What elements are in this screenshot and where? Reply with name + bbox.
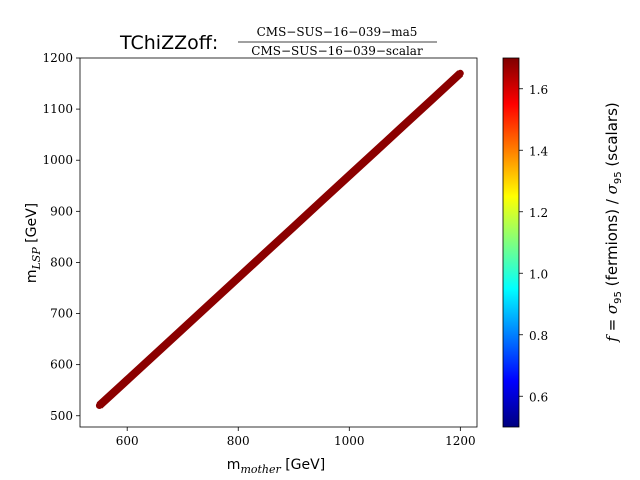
chart-title-denominator: CMS−SUS−16−039−scalar [251, 44, 423, 58]
data-point [429, 95, 437, 103]
colorbar-tick-label: 1.0 [529, 267, 548, 281]
data-point [373, 146, 381, 154]
colorbar-label-text-2: (scalars) [603, 102, 621, 166]
x-axis-ticks: 600 800 1000 1200 [116, 427, 476, 448]
plot-frame [79, 57, 478, 428]
chart-title-prefix: TChiZZoff: [119, 32, 218, 54]
colorbar-tick-label: 1.6 [529, 83, 548, 97]
colorbar-label-sub-1: 95 [613, 291, 624, 304]
data-point [95, 402, 103, 409]
colorbar-tick-label: 1.4 [529, 144, 548, 158]
data-point [401, 120, 409, 128]
colorbar-label-equals: = [603, 314, 621, 336]
colorbar-label-sigma-2: σ [603, 183, 621, 194]
colorbar-label-text-1: (fermions) [603, 209, 621, 286]
y-axis-label-suffix: [GeV] [24, 203, 40, 247]
colorbar-label: f = σ95 (fermions) / σ95 (scalars) [603, 102, 624, 343]
chart-title: TChiZZoff: CMS−SUS−16−039−ma5 CMS−SUS−16… [119, 25, 437, 58]
y-tick-label: 1000 [42, 153, 73, 167]
data-band [95, 69, 464, 409]
data-band-line [96, 70, 464, 409]
data-point [234, 274, 242, 282]
data-point [262, 248, 270, 256]
data-point [151, 350, 159, 358]
y-tick-label: 700 [50, 307, 73, 321]
y-tick-label: 1100 [42, 102, 73, 116]
colorbar-tick-label: 1.2 [529, 206, 548, 220]
colorbar-tick-label: 0.8 [529, 329, 548, 343]
x-axis-label-suffix: [GeV] [281, 457, 325, 473]
data-point [318, 197, 325, 205]
y-axis-label: mLSP [GeV] [24, 203, 43, 283]
colorbar-label-slash: / [603, 194, 621, 209]
x-axis-label-prefix: m [227, 457, 241, 473]
colorbar-label-sub-2: 95 [613, 171, 624, 184]
y-axis-ticks: 500 600 700 800 900 1000 1100 1200 [42, 51, 80, 423]
colorbar-tick-label: 0.6 [529, 390, 548, 404]
data-point [179, 325, 187, 333]
data-point [290, 223, 298, 231]
chart-title-numerator: CMS−SUS−16−039−ma5 [257, 25, 418, 39]
colorbar-ticks: 0.6 0.8 1.0 1.2 1.4 1.6 [519, 83, 548, 404]
x-tick-label: 1000 [334, 434, 365, 448]
y-tick-label: 900 [50, 204, 73, 218]
colorbar [502, 57, 520, 428]
colorbar-label-f: f [603, 334, 621, 343]
data-point [123, 376, 131, 384]
data-point [345, 172, 353, 179]
x-tick-label: 800 [227, 434, 250, 448]
colorbar-label-sigma-1: σ [603, 303, 621, 314]
y-axis-label-sub: LSP [30, 247, 43, 271]
data-point [207, 299, 214, 307]
x-tick-label: 600 [116, 434, 139, 448]
y-axis-label-prefix: m [24, 270, 40, 284]
y-tick-label: 800 [50, 255, 73, 269]
x-axis-label-sub: mother [240, 463, 281, 476]
x-axis-label: mmother [GeV] [227, 457, 325, 476]
x-tick-label: 1200 [445, 434, 476, 448]
y-tick-label: 1200 [42, 51, 73, 65]
y-tick-label: 600 [50, 358, 73, 372]
y-tick-label: 500 [50, 409, 73, 423]
data-point [456, 69, 464, 77]
